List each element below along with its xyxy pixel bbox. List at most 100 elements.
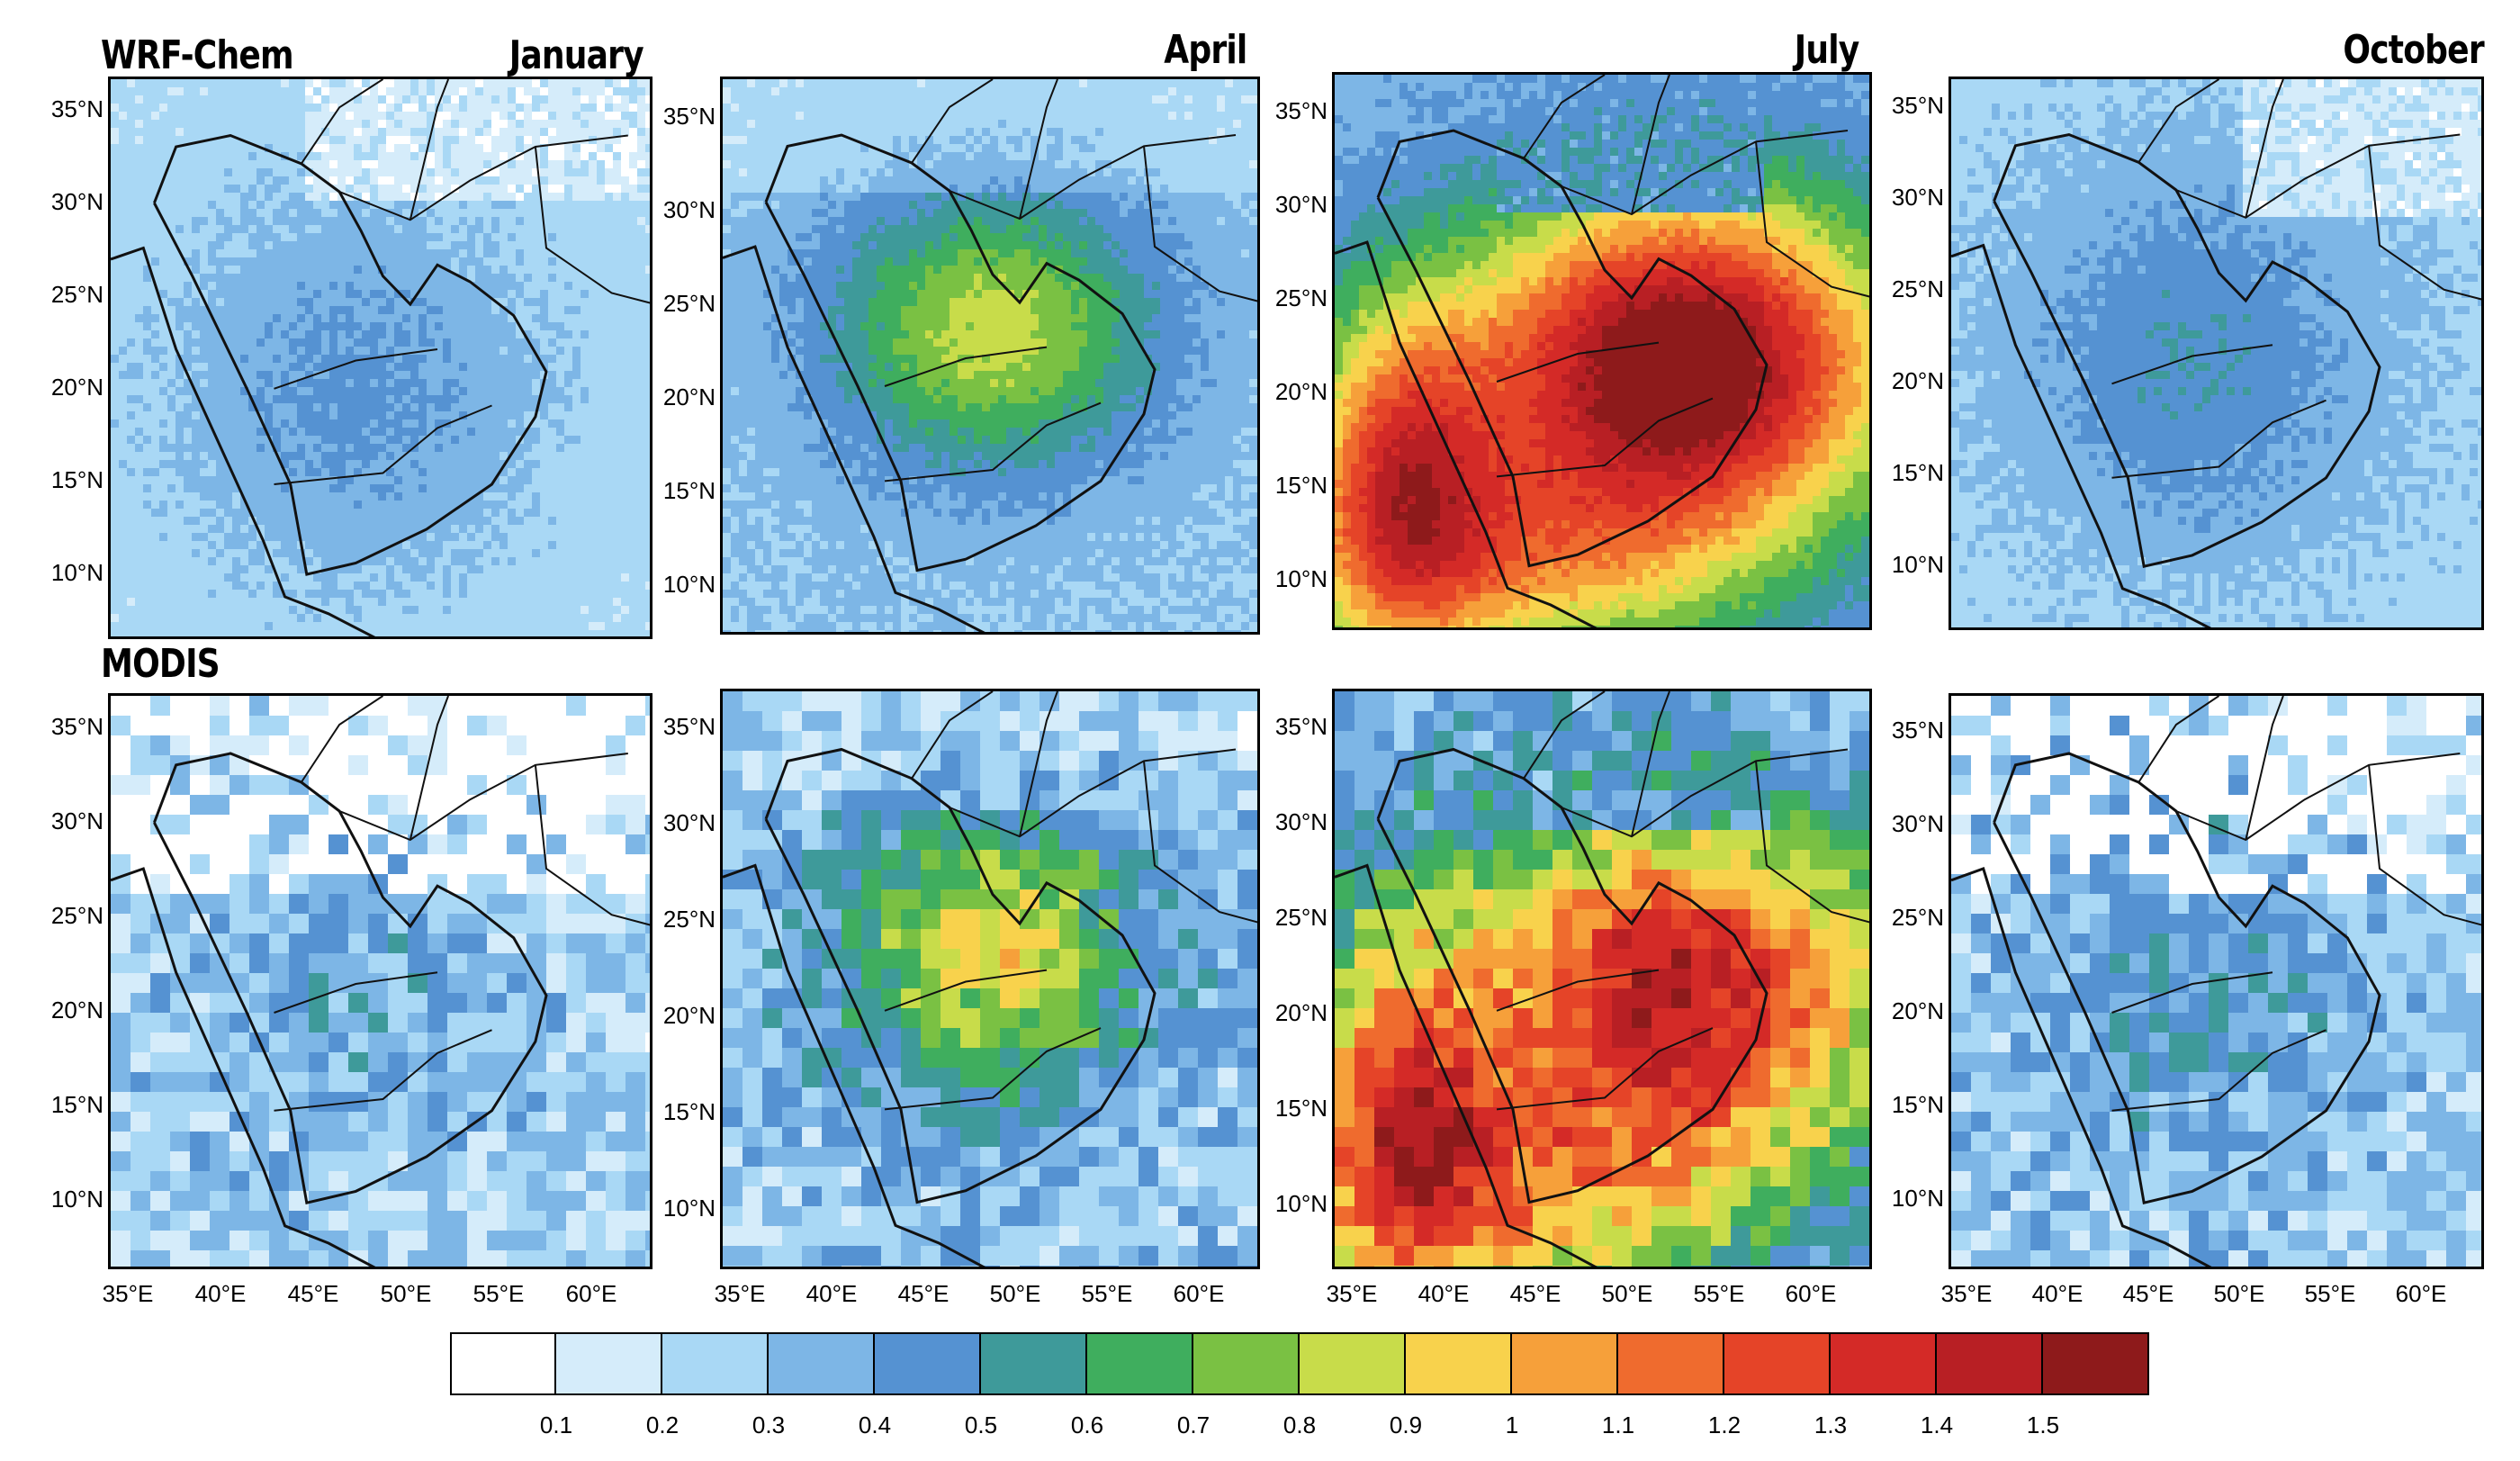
map-panel-modis-april [720, 689, 1260, 1269]
month-title-april: April [1164, 27, 1247, 73]
colorbar-swatch [1618, 1332, 1724, 1395]
colorbar-swatch [981, 1332, 1087, 1395]
coastline-africa [1951, 867, 2212, 1267]
lon-tick-label-april: 35°E [704, 1280, 776, 1308]
lat-tick-label-wrf-october: 30°N [1872, 184, 1944, 212]
lat-tick-label-modis-july: 25°N [1256, 904, 1328, 932]
country-border [1496, 341, 1660, 383]
lat-tick-label-wrf-january: 10°N [32, 559, 104, 587]
month-title-july: July [1794, 27, 1859, 73]
map-panel-wrf-october [1948, 77, 2484, 630]
lat-tick-label-wrf-january: 20°N [32, 374, 104, 401]
country-border [1143, 146, 1257, 302]
lat-tick-label-wrf-july: 10°N [1256, 565, 1328, 593]
country-border [2245, 696, 2284, 841]
coastline-arabia [764, 747, 1156, 1204]
aod-field-wrf-july [1335, 75, 1869, 627]
lat-tick-label-wrf-july: 15°N [1256, 472, 1328, 500]
colorbar-tick-label: 1.3 [1795, 1411, 1867, 1439]
country-border [949, 748, 1237, 838]
lat-tick-label-modis-july: 30°N [1256, 808, 1328, 836]
country-border [2245, 79, 2284, 219]
country-border [1523, 691, 1606, 780]
lon-tick-label-october: 50°E [2203, 1280, 2275, 1308]
coastline-arabia [1376, 129, 1768, 568]
lon-tick-label-april: 55°E [1071, 1280, 1143, 1308]
month-title-january: January [509, 32, 644, 78]
coastline-africa [111, 867, 376, 1267]
coastline-arabia [1993, 752, 2381, 1205]
lat-tick-label-modis-april: 25°N [644, 906, 716, 933]
aod-map-modis-october [1951, 696, 2481, 1267]
lat-tick-label-modis-january: 25°N [32, 902, 104, 930]
colorbar-swatch [1831, 1332, 1937, 1395]
country-border [1561, 130, 1849, 216]
country-border [949, 134, 1237, 221]
aod-map-wrf-january [111, 79, 650, 636]
lon-tick-label-january: 50°E [370, 1280, 442, 1308]
lon-tick-label-october: 55°E [2294, 1280, 2366, 1308]
lat-tick-label-wrf-october: 15°N [1872, 459, 1944, 487]
country-border [2138, 79, 2220, 163]
lat-tick-label-modis-april: 10°N [644, 1195, 716, 1222]
lon-tick-label-october: 40°E [2021, 1280, 2093, 1308]
map-panel-wrf-january [108, 77, 652, 639]
colorbar-tick-label: 1.5 [2007, 1411, 2079, 1439]
lat-tick-label-modis-april: 20°N [644, 1002, 716, 1030]
colorbar-tick-label: 1 [1476, 1411, 1548, 1439]
aod-field-modis-april [723, 691, 1257, 1267]
colorbar-swatch [1300, 1332, 1406, 1395]
coastline-africa [723, 245, 986, 632]
country-border [884, 346, 1048, 387]
country-border [300, 696, 384, 783]
country-border [1755, 761, 1869, 924]
country-border [409, 79, 450, 221]
lon-tick-label-october: 60°E [2385, 1280, 2457, 1308]
colorbar-tick-label: 1.1 [1582, 1411, 1654, 1439]
lat-tick-label-modis-april: 30°N [644, 809, 716, 837]
row-label-modis: MODIS [101, 641, 220, 687]
month-title-october: October [2344, 27, 2485, 73]
coastline-africa [723, 863, 986, 1267]
aod-map-wrf-october [1951, 79, 2481, 627]
coastline-arabia [153, 133, 548, 576]
lat-tick-label-wrf-january: 35°N [32, 95, 104, 123]
country-border [338, 134, 628, 221]
lat-tick-label-modis-january: 10°N [32, 1186, 104, 1213]
country-border [884, 1027, 1102, 1111]
colorbar-swatch [1724, 1332, 1831, 1395]
coastline-arabia [764, 133, 1156, 573]
country-border [409, 696, 450, 841]
lat-tick-label-wrf-october: 10°N [1872, 551, 1944, 579]
aod-map-modis-april [723, 691, 1257, 1267]
lat-tick-label-modis-january: 35°N [32, 713, 104, 741]
lat-tick-label-wrf-october: 35°N [1872, 92, 1944, 120]
lat-tick-label-modis-january: 30°N [32, 807, 104, 835]
coastline-africa [111, 246, 376, 636]
lat-tick-label-modis-july: 20°N [1256, 999, 1328, 1027]
country-border [2175, 133, 2461, 219]
lat-tick-label-wrf-april: 25°N [644, 290, 716, 318]
colorbar-frame [450, 1332, 2149, 1395]
colorbar-tick-label: 1.4 [1901, 1411, 1973, 1439]
lat-tick-label-modis-october: 30°N [1872, 810, 1944, 838]
country-border [534, 764, 650, 926]
colorbar-swatch [556, 1332, 662, 1395]
lat-tick-label-modis-july: 15°N [1256, 1095, 1328, 1123]
lon-tick-label-october: 35°E [1930, 1280, 2002, 1308]
colorbar-tick-label: 0.1 [520, 1411, 592, 1439]
country-border [1496, 397, 1714, 478]
lon-tick-label-october: 45°E [2112, 1280, 2184, 1308]
country-border [2138, 696, 2220, 783]
map-panel-modis-october [1948, 693, 2484, 1269]
lat-tick-label-wrf-january: 15°N [32, 466, 104, 494]
coastline-africa [1335, 863, 1598, 1267]
country-border [274, 1029, 492, 1112]
lat-tick-label-modis-april: 15°N [644, 1098, 716, 1126]
colorbar-swatch [1512, 1332, 1618, 1395]
lat-tick-label-wrf-april: 10°N [644, 571, 716, 599]
lat-tick-label-modis-october: 25°N [1872, 904, 1944, 932]
country-border [2175, 753, 2461, 842]
colorbar-swatch [1937, 1332, 2043, 1395]
lat-tick-label-modis-july: 10°N [1256, 1190, 1328, 1218]
